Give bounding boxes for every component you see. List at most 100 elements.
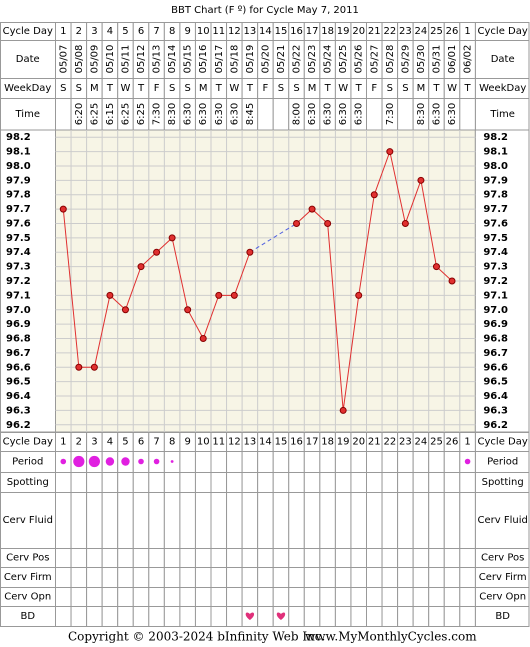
cell — [132, 548, 150, 568]
cell — [117, 472, 134, 493]
cell — [194, 567, 212, 588]
y-tick-label: 97.1 — [483, 290, 508, 301]
row-label-cell — [474, 40, 530, 79]
date: 05/30 — [416, 45, 427, 74]
cell — [303, 567, 321, 588]
cycle-day: 24 — [415, 26, 428, 37]
y-tick-label: 98.2 — [6, 132, 31, 143]
cell — [86, 548, 103, 568]
temp-point — [386, 148, 394, 156]
cell — [381, 548, 399, 568]
weekday: T — [464, 83, 472, 94]
cell — [459, 472, 476, 493]
cell — [257, 98, 274, 131]
cell — [366, 587, 383, 607]
cell — [257, 472, 274, 493]
cell — [319, 567, 336, 588]
weekday: T — [432, 83, 440, 94]
y-tick-label: 97.6 — [483, 218, 508, 229]
cycle-day: 20 — [352, 437, 365, 448]
row-label-cell — [0, 98, 56, 131]
weekday: F — [371, 83, 377, 94]
cell — [132, 472, 150, 493]
label-area — [474, 129, 530, 433]
bd-heart — [276, 612, 286, 620]
temp-point — [339, 406, 347, 414]
cell — [241, 472, 259, 493]
cell — [397, 548, 414, 568]
row-label: Time — [15, 109, 40, 120]
weekday: S — [293, 83, 299, 94]
time: 6:30 — [229, 103, 240, 125]
cycle-day: 14 — [259, 437, 272, 448]
time: 6:30 — [431, 103, 442, 125]
period-dot — [73, 455, 85, 468]
cell — [257, 451, 274, 473]
y-tick-label: 97.4 — [6, 247, 31, 258]
date: 05/08 — [74, 45, 85, 74]
time: 8:00 — [292, 103, 303, 125]
cycle-day: 17 — [306, 26, 319, 37]
cell — [70, 606, 88, 627]
date: 05/22 — [292, 45, 303, 74]
cell — [412, 451, 430, 473]
row-label: BD — [20, 611, 35, 622]
copyright: Copyright © 2003-2024 bInfinity Web Inc. — [68, 630, 325, 644]
cell — [366, 492, 383, 549]
cycle-day: 16 — [290, 437, 303, 448]
cell — [459, 492, 476, 549]
cell — [163, 548, 181, 568]
cycle-day: 6 — [138, 437, 144, 448]
label-area — [0, 129, 56, 433]
cycle-day: 9 — [184, 437, 190, 448]
y-tick-label: 98.1 — [483, 147, 508, 158]
temp-point — [246, 248, 254, 256]
cell — [443, 548, 461, 568]
row-label: WeekDay — [479, 83, 526, 94]
date: 06/01 — [447, 45, 458, 74]
cycle-day: 4 — [107, 437, 113, 448]
cell — [428, 587, 445, 607]
cell — [319, 472, 336, 493]
cell — [319, 548, 336, 568]
cycle-day: 15 — [275, 26, 288, 37]
y-tick-label: 96.4 — [483, 391, 508, 402]
cell — [226, 587, 243, 607]
cell — [397, 98, 414, 131]
row-label-cell — [0, 492, 56, 549]
cell — [350, 451, 368, 473]
cell — [70, 472, 88, 493]
temp-point — [324, 219, 332, 227]
temp-point — [137, 263, 145, 271]
date: 05/09 — [89, 45, 100, 74]
cycle-day: 18 — [321, 26, 334, 37]
cell — [412, 492, 430, 549]
temp-point — [168, 234, 176, 242]
cycle-day: 5 — [122, 437, 128, 448]
cell — [303, 472, 321, 493]
time: 6:25 — [136, 103, 147, 125]
cell — [443, 472, 461, 493]
time: 8:30 — [416, 103, 427, 125]
temp-point — [106, 291, 114, 299]
period-dot — [170, 460, 174, 463]
website: www.MyMonthlyCycles.com — [305, 630, 477, 644]
cell — [179, 472, 196, 493]
cell — [412, 567, 430, 588]
temp-point — [432, 263, 440, 271]
cycle-day: 1 — [464, 26, 470, 37]
time: 8:30 — [167, 103, 178, 125]
cell — [334, 451, 352, 473]
cycle-day: 10 — [197, 26, 210, 37]
weekday: M — [308, 83, 317, 94]
cell — [397, 587, 414, 607]
row-label: Cerv Fluid — [478, 515, 528, 526]
cycle-day: 2 — [76, 437, 82, 448]
cell — [272, 587, 290, 607]
y-tick-label: 97.6 — [6, 218, 31, 229]
temp-point — [199, 335, 207, 343]
cycle-day: 11 — [212, 437, 225, 448]
cell — [70, 567, 88, 588]
y-tick-label: 97.4 — [483, 247, 508, 258]
weekday: F — [263, 83, 269, 94]
